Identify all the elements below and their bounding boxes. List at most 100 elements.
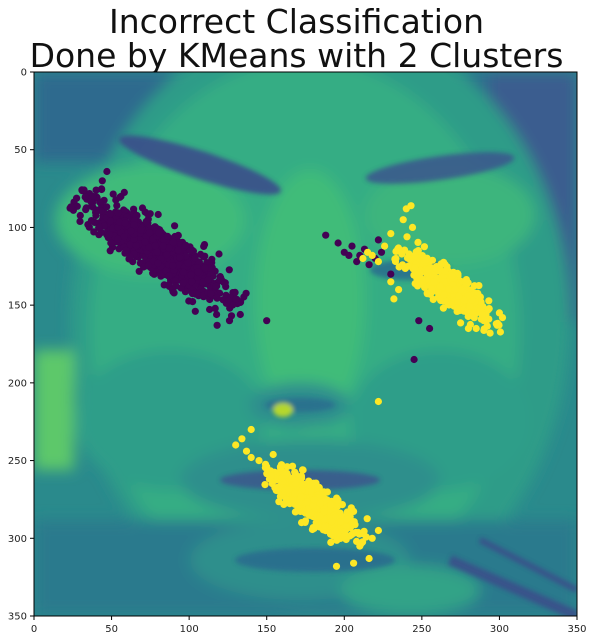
cluster-0-point [165, 272, 173, 280]
plot-frame [33, 71, 578, 617]
cluster-0-point [151, 242, 159, 250]
cluster-1-point [399, 216, 407, 224]
cluster-0-point [130, 221, 138, 229]
cluster-0-point [80, 186, 88, 194]
cluster-1-point [387, 278, 395, 286]
cluster-1-point [398, 250, 406, 258]
cluster-0-point [215, 250, 223, 258]
cluster-1-point [411, 252, 419, 260]
cluster-0-point [121, 219, 129, 227]
cluster-1-point [403, 233, 411, 241]
cluster-0-point [188, 278, 196, 286]
cluster-0-point [76, 211, 84, 220]
cluster-1-point [374, 526, 382, 535]
cluster-1-point [486, 329, 494, 337]
cluster-1-point [472, 324, 480, 333]
cluster-0-point [107, 239, 115, 247]
cluster-0-point [120, 233, 128, 241]
cluster-1-point [242, 447, 251, 455]
cluster-0-point [113, 202, 121, 210]
cluster-0-point [213, 294, 221, 302]
x-tick-label: 150 [257, 624, 276, 635]
cluster-0-point [92, 206, 100, 214]
cluster-0-point [103, 167, 111, 176]
cluster-1-point [323, 488, 331, 496]
cluster-1-point [477, 298, 485, 306]
cluster-1-point [247, 425, 255, 434]
cluster-0-point [126, 241, 134, 249]
cluster-0-point [169, 238, 177, 247]
cluster-0-point [208, 255, 216, 263]
cluster-1-point [350, 518, 358, 526]
cluster-1-point [464, 324, 472, 333]
cluster-1-point [401, 264, 409, 272]
cluster-0-point [374, 236, 382, 244]
cluster-1-point [395, 263, 403, 271]
cluster-1-point [298, 519, 306, 527]
cluster-1-point [327, 501, 335, 509]
cluster-1-point [470, 314, 478, 322]
cluster-0-point [229, 301, 237, 309]
cluster-1-point [387, 230, 395, 238]
cluster-1-point [365, 554, 373, 563]
cluster-0-point [103, 203, 111, 211]
cluster-1-point [492, 320, 500, 328]
cluster-0-point [82, 206, 90, 214]
y-tick-label: 100 [8, 223, 27, 234]
cluster-0-point [98, 177, 106, 185]
cluster-1-point [334, 496, 342, 504]
cluster-0-point [154, 210, 162, 219]
cluster-1-point [451, 285, 459, 293]
cluster-1-point [307, 509, 315, 517]
cluster-0-point [345, 251, 353, 259]
cluster-0-point [114, 209, 122, 217]
cluster-0-point [137, 226, 145, 234]
cluster-0-point [182, 241, 190, 249]
cluster-1-point [437, 296, 445, 305]
y-tick-label: 200 [8, 378, 27, 389]
cluster-1-point [478, 310, 487, 319]
cluster-1-point [437, 261, 445, 269]
cluster-1-point [448, 272, 456, 280]
x-tick-label: 50 [105, 624, 118, 635]
cluster-1-point [395, 286, 403, 294]
face-image [34, 72, 577, 616]
cluster-1-point [310, 496, 318, 504]
cluster-1-point [298, 466, 307, 474]
cluster-0-point [204, 276, 212, 284]
x-tick-label: 350 [567, 624, 586, 635]
cluster-0-point [242, 289, 250, 297]
cluster-1-point [431, 264, 439, 272]
cluster-1-point [316, 512, 324, 521]
cluster-1-point [428, 256, 437, 264]
cluster-1-point [368, 251, 376, 259]
cluster-1-point [460, 296, 468, 305]
cluster-0-point [179, 279, 187, 287]
x-tick-label: 300 [490, 624, 509, 635]
cluster-0-point [98, 185, 106, 193]
cluster-0-point [90, 228, 98, 236]
cluster-1-point [267, 472, 275, 480]
cluster-1-point [232, 441, 240, 449]
cluster-0-point [199, 278, 207, 286]
cluster-1-point [411, 264, 419, 272]
cluster-1-point [468, 296, 476, 304]
cluster-1-point [414, 238, 422, 246]
cluster-1-point [328, 517, 336, 526]
cluster-1-point [394, 245, 402, 253]
cluster-1-point [333, 536, 341, 544]
cluster-0-point [163, 251, 171, 259]
cluster-0-point [73, 194, 81, 202]
cluster-1-point [457, 319, 465, 327]
cluster-1-point [410, 271, 418, 279]
cluster-0-point [89, 192, 97, 200]
cluster-1-point [498, 314, 507, 322]
cluster-0-point [127, 227, 135, 235]
cluster-1-point [424, 266, 433, 274]
cluster-1-point [390, 295, 398, 303]
cluster-1-point [439, 304, 447, 312]
cluster-1-point [332, 562, 341, 570]
cluster-1-point [340, 532, 348, 540]
cluster-0-point [211, 304, 219, 312]
cluster-1-point [336, 517, 345, 526]
